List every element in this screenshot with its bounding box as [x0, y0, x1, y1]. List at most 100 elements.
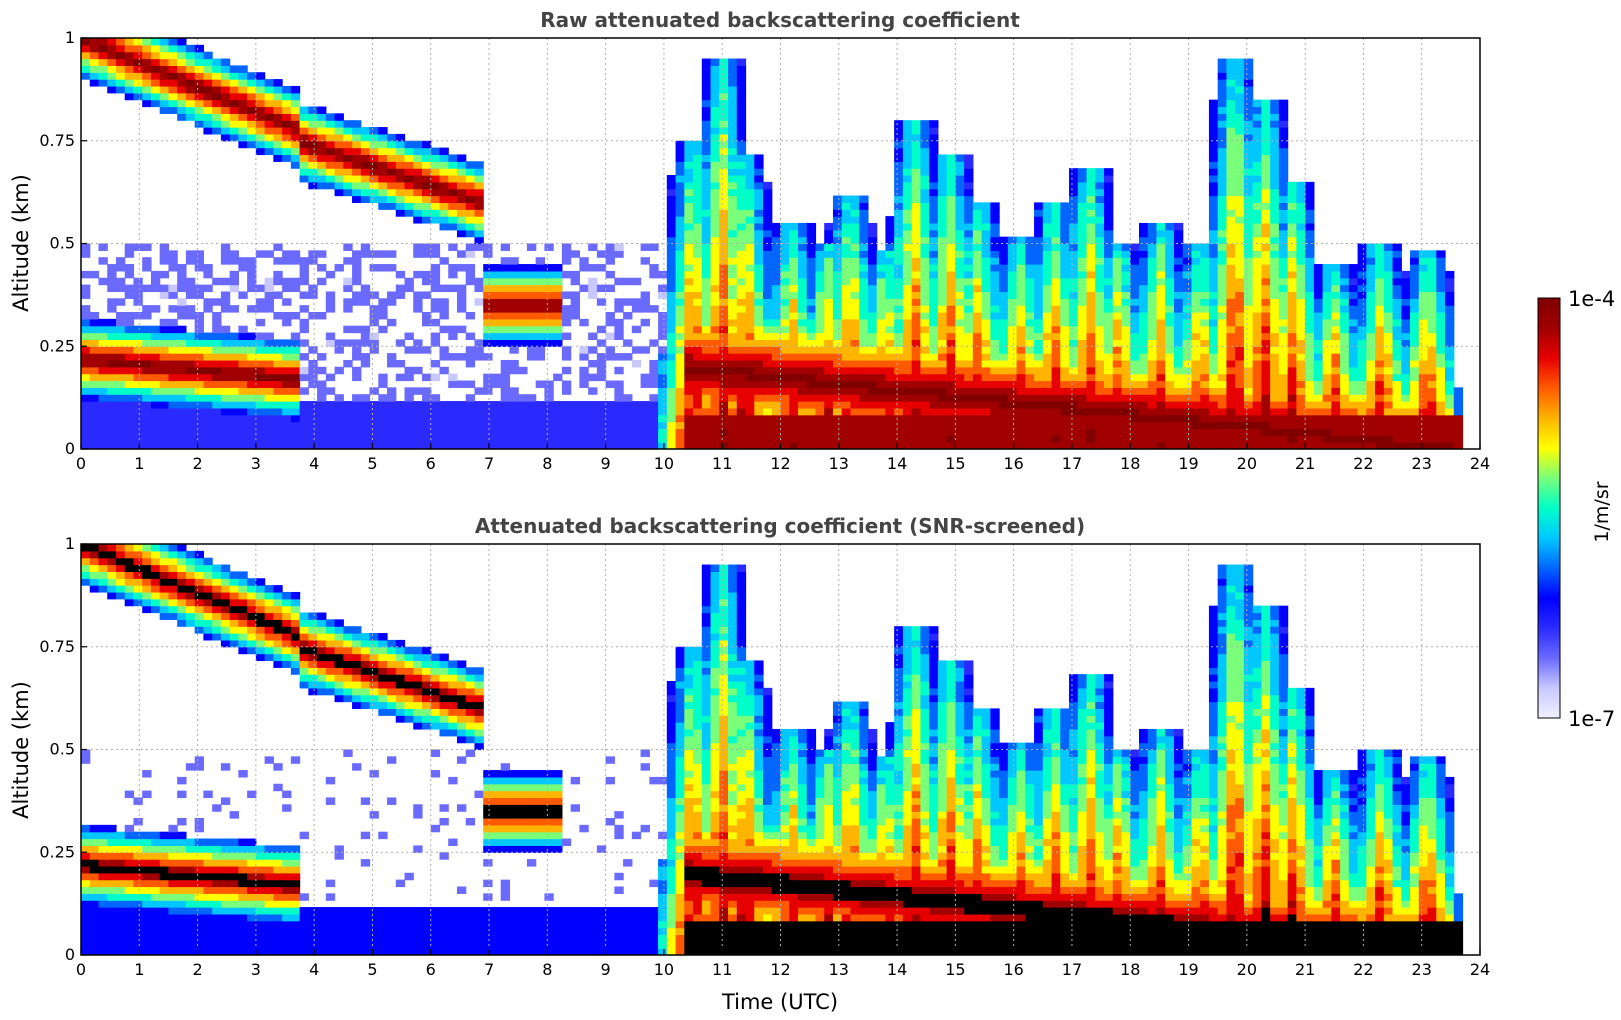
- top-heat-cell: [824, 250, 834, 258]
- top-heat-cell: [964, 366, 974, 375]
- top-heat-cell: [1313, 359, 1324, 368]
- top-heat-cell: [1217, 305, 1228, 313]
- top-heat-cell: [1235, 250, 1245, 258]
- top-heat-cell: [1121, 407, 1131, 416]
- top-heat-cell: [1235, 243, 1245, 251]
- top-heat-cell: [745, 394, 755, 402]
- top-heat-cell: [1156, 318, 1166, 327]
- top-heat-cell: [1243, 312, 1254, 320]
- top-heat-cell: [902, 168, 913, 176]
- top-heat-cell: [658, 284, 668, 293]
- top-heat-cell: [1217, 99, 1228, 108]
- top-heat-cell: [902, 442, 913, 449]
- top-heat-cell: [1287, 435, 1297, 443]
- top-heat-cell: [763, 442, 773, 449]
- top-heat-cell: [115, 421, 126, 430]
- top-heat-cell: [378, 401, 388, 409]
- top-heat-cell: [990, 243, 1000, 251]
- top-heat-cell: [929, 332, 939, 340]
- top-heat-cell: [719, 120, 729, 128]
- top-heat-cell: [553, 435, 563, 443]
- top-heat-cell: [1200, 373, 1210, 382]
- top-heat-cell: [710, 229, 720, 238]
- top-heat-cell: [229, 284, 239, 293]
- top-heat-cell: [491, 421, 502, 430]
- top-heat-cell: [518, 305, 528, 313]
- top-heat-cell: [308, 147, 318, 156]
- top-heat-cell: [1112, 298, 1123, 306]
- top-heat-cell: [596, 298, 607, 306]
- top-heat-cell: [867, 325, 878, 334]
- top-heat-cell: [754, 394, 764, 402]
- top-heat-cell: [142, 257, 152, 265]
- top-heat-cell: [728, 106, 738, 114]
- top-heat-cell: [1340, 414, 1350, 423]
- top-heat-cell: [937, 277, 948, 286]
- top-heat-cell: [212, 380, 222, 388]
- top-heat-cell: [1313, 346, 1324, 354]
- top-heat-cell: [247, 339, 257, 347]
- top-heat-cell: [815, 298, 825, 306]
- top-heat-cell: [1069, 298, 1079, 306]
- top-heat-cell: [185, 332, 196, 340]
- top-heat-cell: [640, 373, 650, 382]
- top-heat-cell: [1296, 428, 1306, 436]
- top-heat-cell: [264, 85, 274, 94]
- top-heat-cell: [1086, 325, 1096, 334]
- top-heat-cell: [317, 120, 327, 128]
- top-heat-cell: [1313, 387, 1324, 395]
- top-heat-cell: [448, 222, 458, 231]
- top-heat-cell: [588, 243, 598, 251]
- top-heat-cell: [526, 353, 537, 361]
- top-heat-cell: [693, 401, 703, 409]
- top-heat-cell: [229, 277, 239, 286]
- top-heat-cell: [684, 284, 694, 293]
- top-heat-cell: [1086, 284, 1096, 293]
- top-heat-cell: [81, 435, 91, 443]
- top-heat-cell: [308, 380, 318, 388]
- top-heat-cell: [736, 277, 747, 286]
- top-heat-cell: [1147, 325, 1158, 334]
- top-heat-cell: [1060, 298, 1070, 306]
- top-heat-cell: [1340, 353, 1350, 361]
- top-heat-cell: [728, 442, 738, 449]
- top-heat-cell: [177, 58, 187, 66]
- top-heat-cell: [1156, 270, 1166, 279]
- top-heat-cell: [1147, 291, 1158, 299]
- top-heat-cell: [955, 414, 965, 423]
- top-heat-cell: [220, 298, 231, 306]
- top-heat-cell: [1182, 442, 1193, 449]
- top-heat-cell: [1016, 353, 1026, 361]
- top-heat-cell: [229, 305, 239, 313]
- top-heat-cell: [360, 243, 371, 251]
- top-heat-cell: [920, 270, 930, 279]
- top-heat-cell: [124, 394, 135, 402]
- top-heat-cell: [1226, 339, 1236, 347]
- top-heat-cell: [1182, 421, 1193, 430]
- top-heat-cell: [754, 305, 764, 313]
- top-heat-cell: [728, 318, 738, 327]
- top-heat-cell: [1243, 133, 1254, 142]
- top-heat-cell: [282, 257, 292, 265]
- top-heat-cell: [797, 366, 808, 375]
- top-heat-cell: [535, 318, 546, 327]
- top-heat-cell: [1252, 346, 1262, 354]
- top-heat-cell: [1121, 414, 1131, 423]
- top-heat-cell: [1305, 414, 1315, 423]
- top-heat-cell: [456, 175, 467, 183]
- top-heat-cell: [649, 359, 659, 368]
- top-heat-cell: [728, 113, 738, 121]
- top-heat-cell: [728, 284, 738, 293]
- top-heat-cell: [115, 346, 126, 354]
- top-heat-cell: [553, 291, 563, 299]
- top-heat-cell: [465, 175, 476, 183]
- top-heat-cell: [1060, 359, 1070, 368]
- top-heat-cell: [1060, 442, 1070, 449]
- top-heat-cell: [789, 236, 799, 245]
- top-heat-cell: [850, 332, 860, 340]
- top-heat-cell: [290, 284, 301, 293]
- top-heat-cell: [1130, 442, 1140, 449]
- top-heat-cell: [133, 92, 143, 101]
- top-heat-cell: [1138, 284, 1149, 293]
- top-heat-cell: [1095, 195, 1105, 203]
